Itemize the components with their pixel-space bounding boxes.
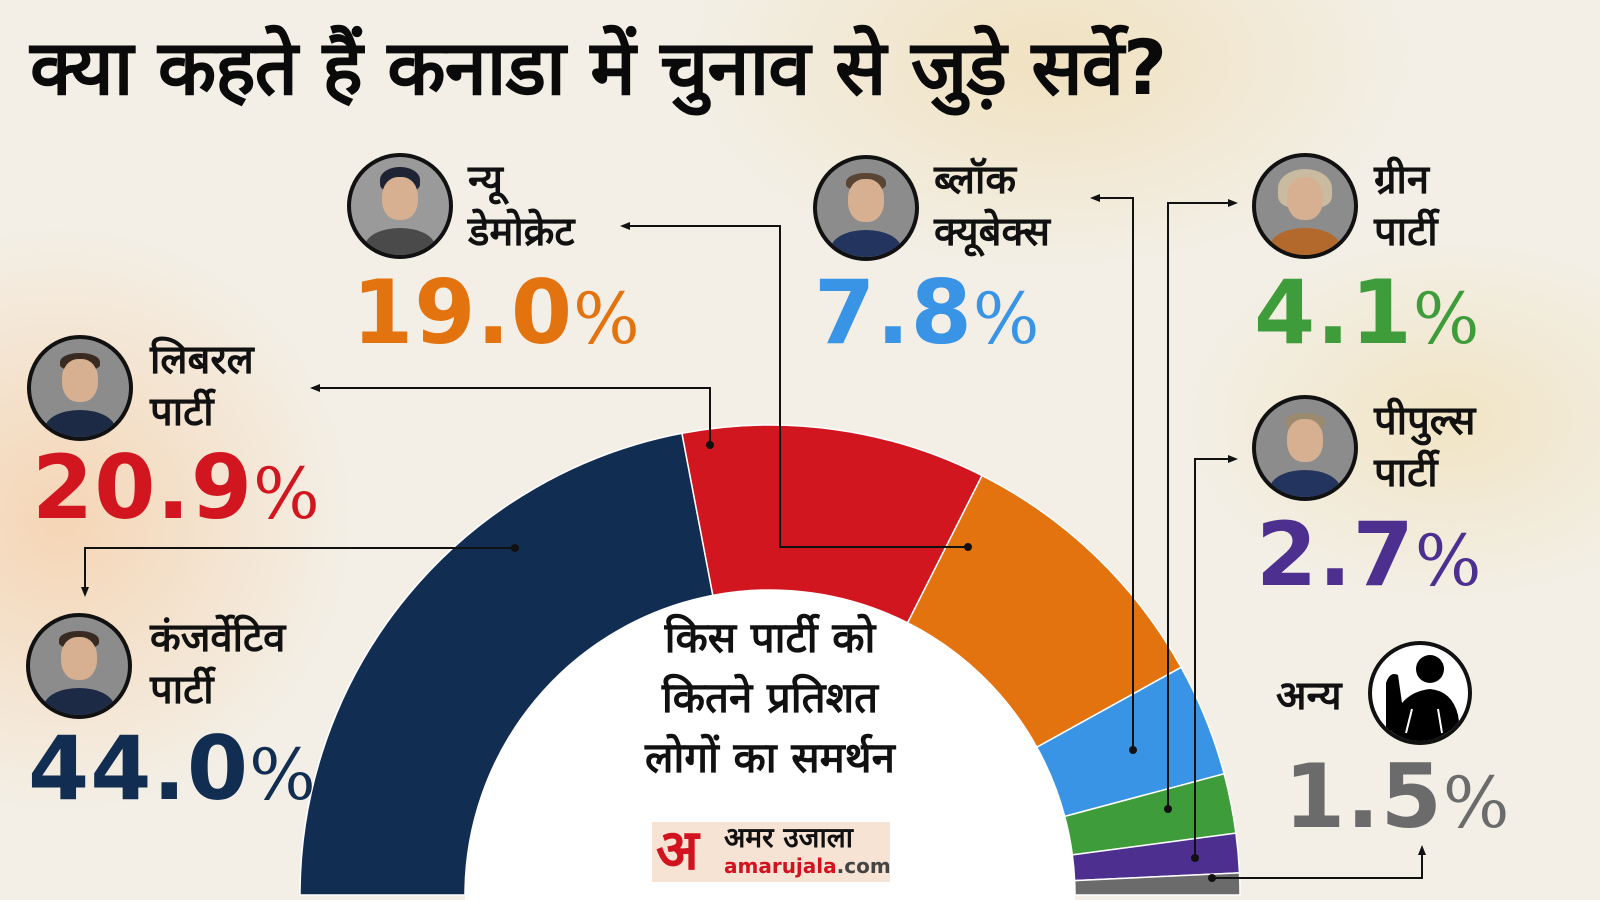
- conservative-leader-avatar: [26, 613, 132, 719]
- liberal-label: लिबरल पार्टी: [150, 337, 254, 435]
- others-label: अन्य: [1276, 673, 1342, 719]
- donut-center-label: किस पार्टी को कितने प्रतिशत लोगों का समर…: [645, 613, 895, 782]
- donut-hole: [465, 590, 1075, 900]
- logo-name: अमर उजाला: [724, 821, 853, 854]
- green-percent: 4.1%: [1254, 261, 1481, 364]
- green-label: ग्रीन पार्टी: [1374, 157, 1438, 255]
- logo-mark: अ: [656, 817, 699, 883]
- page-title: क्या कहते हैं कनाडा में चुनाव से जुड़े स…: [30, 23, 1167, 112]
- bloc-label: ब्लॉक क्यूबेक्स: [934, 157, 1051, 255]
- leader-lines: [81, 194, 1426, 882]
- bloc-percent: 7.8%: [814, 261, 1041, 364]
- conservative-label: कंजर्वेटिव पार्टी: [150, 615, 286, 713]
- peoples-percent: 2.7%: [1256, 503, 1483, 606]
- conservative-percent: 44.0%: [28, 717, 317, 820]
- logo-url: amarujala.com: [724, 854, 891, 878]
- green-leader-avatar: [1252, 153, 1358, 259]
- liberal-percent: 20.9%: [32, 436, 321, 539]
- peoples-label: पीपुल्स पार्टी: [1374, 398, 1476, 496]
- amar-ujala-logo: अ अमर उजाला amarujala.com: [652, 818, 891, 882]
- peoples-leader-avatar: [1252, 395, 1358, 501]
- ndp-label: न्यू डेमोक्रेट: [468, 157, 575, 255]
- silhouette-icon: [1368, 641, 1472, 745]
- ndp-leader-avatar: [347, 153, 453, 259]
- bloc-leader-avatar: [813, 155, 919, 261]
- others-percent: 1.5%: [1284, 745, 1511, 848]
- ndp-percent: 19.0%: [352, 261, 641, 364]
- liberal-leader-avatar: [27, 335, 133, 441]
- donut-slices: [299, 424, 1241, 896]
